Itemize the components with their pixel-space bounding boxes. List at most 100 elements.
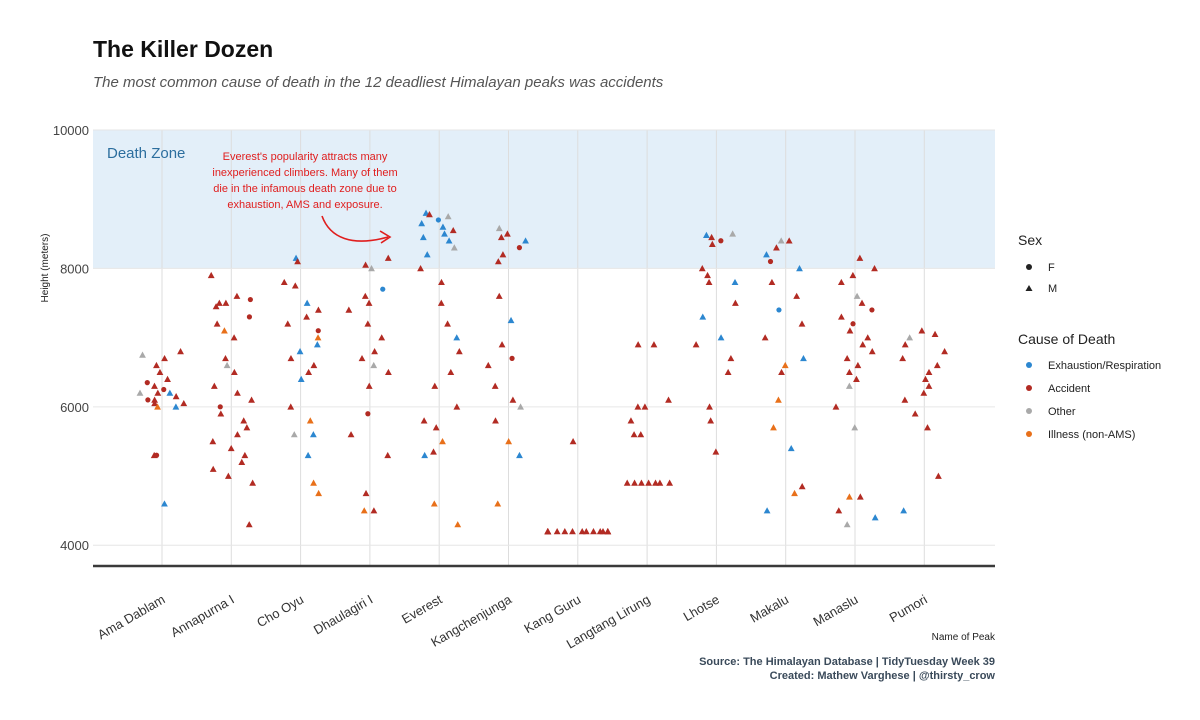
point-male: [310, 361, 318, 369]
point-male: [631, 479, 638, 486]
point-male: [444, 320, 451, 327]
point-male: [699, 313, 707, 320]
point-male: [925, 368, 933, 376]
point-female: [435, 217, 441, 223]
y-axis-ticks: 4000 6000 8000 10000: [53, 123, 89, 553]
point-male: [245, 521, 253, 528]
point-male: [450, 244, 458, 251]
point-male: [781, 361, 789, 369]
point-male: [430, 448, 437, 455]
annotation-line: Everest's popularity attracts many: [223, 151, 388, 163]
point-male: [832, 403, 840, 410]
point-female: [718, 238, 724, 244]
point-male: [215, 299, 223, 306]
legend-sex-label: F: [1048, 262, 1055, 274]
x-tick-label: Makalu: [747, 592, 791, 626]
point-male: [360, 507, 368, 514]
point-female: [217, 404, 223, 410]
point-male: [454, 521, 462, 528]
point-male: [439, 223, 447, 230]
point-male: [712, 448, 720, 455]
point-male: [933, 361, 941, 369]
point-female: [767, 258, 774, 265]
point-female: [315, 328, 321, 334]
point-male: [856, 493, 864, 500]
point-male: [845, 382, 853, 389]
point-male: [313, 341, 321, 348]
legend-cause-dot-icon: [1026, 362, 1032, 368]
point-male: [924, 424, 931, 431]
point-male: [384, 451, 392, 459]
point-male: [941, 348, 948, 355]
point-male: [221, 327, 228, 334]
x-tick-label: Dhaulagiri I: [311, 592, 375, 638]
point-male: [845, 368, 853, 376]
point-male: [494, 500, 502, 507]
point-male: [641, 403, 649, 410]
point-male: [209, 465, 217, 472]
point-male: [419, 233, 427, 241]
point-male: [154, 403, 161, 410]
point-male: [287, 403, 295, 410]
point-male: [727, 354, 735, 362]
point-male: [172, 393, 180, 400]
point-male: [222, 354, 229, 362]
point-male: [365, 299, 373, 306]
point-male: [906, 334, 914, 341]
point-male: [922, 375, 929, 382]
point-male: [303, 299, 311, 306]
point-male: [370, 507, 378, 514]
point-male: [151, 396, 159, 403]
annotation-arrow: [321, 215, 389, 242]
grid-lines: [93, 129, 995, 566]
point-male: [180, 399, 188, 407]
point-male: [294, 258, 302, 265]
point-male: [516, 451, 523, 459]
point-male: [213, 320, 221, 327]
point-male: [223, 361, 231, 369]
point-male: [849, 271, 857, 279]
point-male: [627, 417, 635, 424]
point-female: [869, 307, 875, 313]
point-female: [144, 380, 150, 386]
point-male: [517, 403, 524, 410]
point-male: [854, 361, 862, 369]
point-male: [634, 341, 642, 348]
point-male: [431, 382, 439, 389]
point-male: [166, 389, 174, 396]
point-male: [773, 244, 780, 251]
point-male: [768, 278, 776, 286]
point-male: [439, 438, 446, 445]
point-male: [230, 368, 238, 376]
point-male: [935, 472, 942, 479]
x-axis-ticks: Ama Dablam Annapurna I Cho Oyu Dhaulagiri I…: [95, 591, 930, 651]
point-male: [856, 254, 864, 261]
point-male: [665, 396, 672, 403]
point-male: [846, 493, 853, 500]
x-tick-label: Kang Guru: [521, 592, 583, 636]
x-tick-label: Everest: [399, 591, 445, 626]
point-male: [703, 231, 710, 238]
point-male: [561, 527, 569, 535]
point-male: [763, 251, 770, 258]
point-male: [497, 233, 505, 241]
point-male: [871, 265, 878, 272]
legend-sex: Sex F M: [1018, 232, 1057, 295]
point-male: [207, 271, 215, 279]
point-male: [209, 438, 217, 445]
point-male: [630, 431, 638, 438]
point-male: [417, 265, 424, 272]
point-male: [495, 224, 503, 232]
point-male: [494, 258, 502, 265]
point-female: [161, 386, 167, 393]
point-female: [516, 245, 523, 251]
point-male: [901, 341, 909, 348]
point-male: [151, 399, 159, 407]
point-male: [652, 479, 659, 486]
legend-cause-label: Other: [1048, 406, 1076, 418]
point-male: [172, 403, 180, 410]
y-axis-label: Height (meters): [40, 234, 51, 303]
point-male: [851, 424, 859, 431]
point-male: [835, 507, 843, 514]
point-male: [692, 341, 700, 348]
